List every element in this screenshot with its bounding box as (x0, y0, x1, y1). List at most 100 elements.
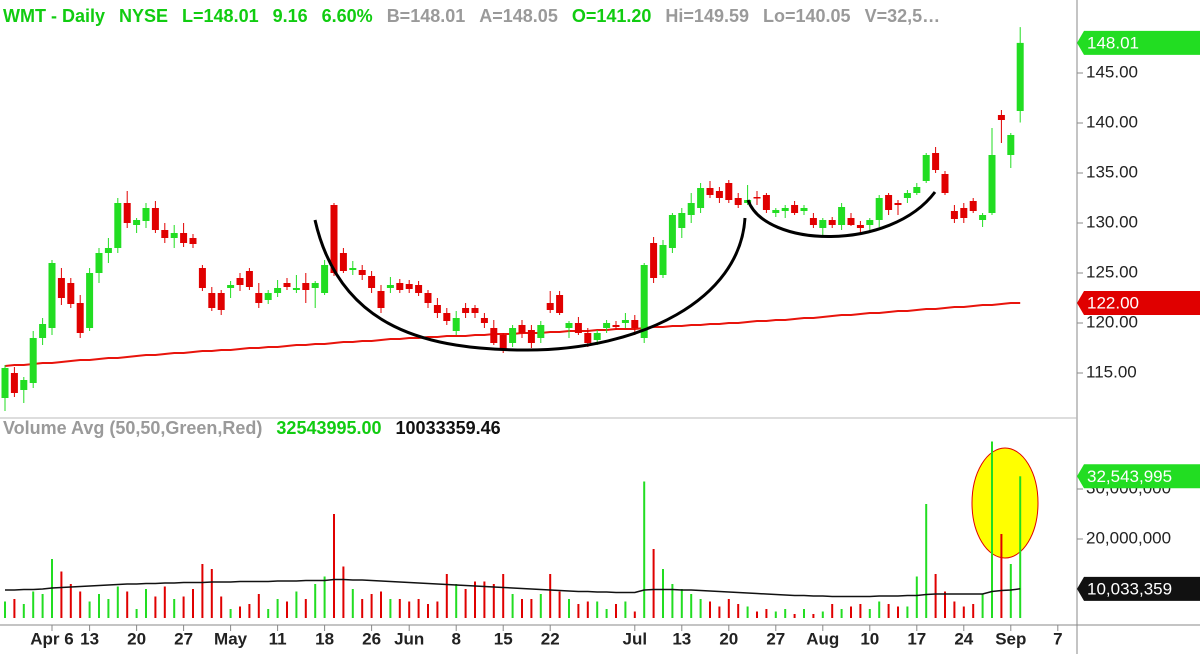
candle-body (565, 323, 573, 328)
volume-bar (1009, 564, 1012, 618)
candle-body (1, 368, 9, 398)
cup-arc (313, 217, 747, 352)
candle-body (828, 220, 836, 225)
candle-body (772, 210, 780, 213)
volume-bar (859, 604, 862, 618)
headers: WMT - Daily NYSE L=148.01 9.16 6.60% B=148.01… (3, 6, 940, 438)
candle-body (856, 225, 864, 228)
header-item: 32543995.00 (276, 418, 381, 438)
volume-bar (972, 604, 975, 618)
candle-body (941, 174, 949, 193)
volume-bar (991, 441, 993, 618)
volume-bar (727, 599, 730, 618)
candle-body (762, 195, 770, 210)
volume-bar (897, 606, 899, 618)
candle-body (885, 195, 893, 210)
volume-bar (652, 549, 655, 618)
header-item: V=32,5… (865, 6, 941, 26)
marks (1, 27, 1024, 618)
volume-bar (32, 591, 35, 618)
volume-bar (13, 599, 16, 618)
value-tag (1077, 464, 1200, 489)
header-item: 10033359.46 (396, 418, 501, 438)
candle-body (20, 380, 28, 390)
volume-bar (558, 591, 561, 618)
candle-body (424, 293, 432, 303)
candle-body (349, 268, 357, 270)
volume-bar (962, 606, 965, 618)
candle-body (123, 203, 131, 223)
volume-bar (239, 606, 241, 618)
candle-body (302, 283, 310, 290)
candle-body (386, 285, 394, 288)
volume-bar (944, 591, 946, 618)
header-item: L=148.01 (182, 6, 259, 26)
volume-bar (229, 609, 232, 618)
volume-bar (417, 599, 420, 618)
volume-bar (436, 601, 439, 618)
candle-body (687, 203, 695, 215)
volume-bar (784, 609, 787, 618)
volume-bar (539, 594, 542, 618)
candle-body (433, 305, 441, 313)
volume-bar (850, 606, 852, 618)
volume-highlight (971, 447, 1039, 559)
candle-body (678, 213, 686, 228)
value-tag (1077, 30, 1200, 55)
header-item: B=148.01 (387, 6, 466, 26)
x-tick-label: 11 (269, 629, 287, 648)
value-tag-label: 122.00 (1087, 293, 1139, 312)
volume-bar (126, 591, 129, 618)
candle-body (415, 285, 423, 293)
candle-body (443, 313, 451, 321)
candle-body (255, 293, 263, 303)
candle-body (809, 218, 817, 225)
header-item: O=141.20 (572, 6, 652, 26)
candle-body (631, 320, 639, 328)
volume-bar (925, 504, 928, 618)
volume-bar (615, 604, 617, 618)
candle-body (358, 270, 366, 275)
pattern-annotations (313, 191, 937, 352)
y-tick-label: 20,000,000 (1086, 528, 1171, 547)
candle-body (847, 218, 855, 225)
volume-bar (662, 569, 664, 618)
candle-body (274, 288, 282, 293)
volume-bar (4, 601, 6, 618)
volume-bar (511, 594, 514, 618)
header-item: NYSE (119, 6, 168, 26)
candle-body (283, 283, 291, 287)
candle-body (612, 325, 620, 327)
candle-body (1016, 42, 1024, 111)
candle-body (932, 153, 940, 170)
x-tick-label: 18 (315, 629, 334, 648)
volume-bar (267, 609, 270, 618)
volume-bar (821, 611, 824, 618)
value-tag-label: 32,543,995 (1087, 467, 1172, 486)
volume-bar (370, 594, 373, 618)
y-tick-label: 115.00 (1086, 362, 1137, 381)
x-tick-label: Apr 6 (30, 629, 73, 648)
volume-bar (79, 591, 82, 618)
x-tick-label: Sep (995, 629, 1026, 648)
candle-body (67, 283, 75, 304)
candle-body (57, 278, 65, 298)
x-tick-label: 10 (860, 629, 879, 648)
volume-bar (135, 609, 138, 618)
candle-body (697, 188, 705, 208)
candle-body (866, 220, 874, 225)
candle-body (48, 263, 56, 328)
candle-body (800, 208, 808, 211)
volume-bar (690, 594, 693, 618)
x-tick-label: 7 (1053, 629, 1062, 648)
candle-body (640, 265, 648, 338)
y-tick-label: 120.00 (1086, 312, 1138, 331)
volume-bar (342, 566, 345, 618)
candle-body (452, 318, 460, 331)
volume-bar (492, 584, 495, 618)
volume-bar (812, 614, 815, 618)
volume-bar (361, 599, 364, 618)
volume-average (5, 578, 1021, 598)
candle-body (1007, 135, 1015, 155)
